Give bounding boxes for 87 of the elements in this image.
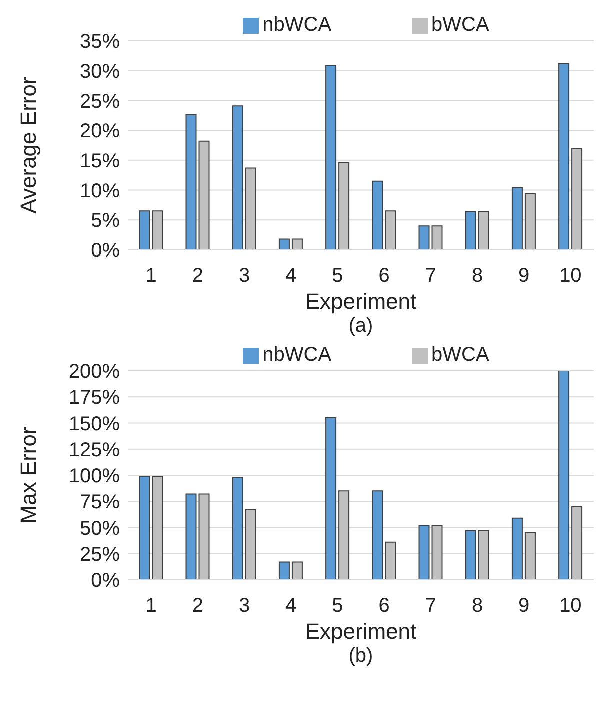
- x-tick-label: 10: [560, 595, 582, 618]
- bar: [432, 525, 443, 580]
- y-tick-label: 150%: [68, 413, 120, 436]
- y-axis-title: Average Error: [16, 77, 41, 214]
- y-tick-label: 0%: [91, 240, 120, 262]
- bar: [232, 477, 244, 580]
- bar: [292, 238, 303, 250]
- bar: [139, 476, 150, 580]
- y-tick-label: 200%: [68, 361, 120, 384]
- y-tick-label: 50%: [80, 518, 120, 540]
- x-axis-title: Experiment: [304, 619, 418, 644]
- bar: [524, 532, 536, 580]
- y-tick-label: 125%: [68, 439, 120, 462]
- bar: [372, 490, 384, 580]
- bar: [558, 371, 570, 580]
- bar: [478, 530, 490, 580]
- x-tick-label: 8: [472, 265, 484, 288]
- y-tick-label: 25%: [80, 544, 120, 566]
- text: (a): [348, 314, 374, 338]
- bar: [139, 210, 150, 250]
- y-tick-label: 175%: [68, 387, 120, 410]
- x-tick-label: 10: [560, 265, 582, 288]
- bar: [232, 106, 244, 250]
- x-tick-label: 4: [286, 595, 297, 618]
- x-tick-label: 7: [425, 265, 436, 288]
- x-tick-label: 8: [472, 595, 484, 618]
- bar: [198, 494, 210, 580]
- x-tick-label: 9: [518, 265, 530, 288]
- x-tick-label: 4: [286, 265, 297, 288]
- bar: [465, 211, 476, 250]
- y-tick-label: 15%: [80, 150, 120, 173]
- x-tick-label: 7: [425, 595, 436, 618]
- x-tick-label: 3: [238, 265, 250, 288]
- bar: [572, 506, 583, 580]
- bar: [418, 525, 430, 580]
- bar: [385, 210, 396, 250]
- y-tick-label: 100%: [68, 466, 120, 488]
- y-tick-label: 30%: [80, 60, 120, 83]
- bar: [338, 162, 350, 250]
- y-tick-label: 10%: [80, 180, 120, 202]
- bar: [385, 542, 396, 580]
- x-tick-label: 1: [146, 265, 157, 288]
- bar: [278, 562, 290, 580]
- bar: [418, 226, 430, 250]
- bar: [478, 211, 490, 250]
- legend-label: bWCA: [432, 14, 490, 36]
- bar: [326, 64, 337, 250]
- bar: [338, 490, 350, 580]
- bar: [278, 238, 290, 250]
- y-tick-label: 0%: [91, 570, 120, 592]
- bar: [152, 210, 164, 250]
- bar: [326, 418, 337, 580]
- x-tick-label: 1: [146, 595, 157, 618]
- bar: [245, 168, 256, 250]
- bar: [186, 494, 197, 580]
- bar: [512, 518, 523, 580]
- bar: [372, 180, 384, 250]
- bar: [524, 193, 536, 250]
- legend-label: nbWCA: [262, 14, 332, 36]
- bar: [245, 509, 256, 580]
- bar: [432, 226, 443, 250]
- x-tick-label: 6: [378, 595, 390, 618]
- bar: [292, 562, 303, 580]
- bar: [198, 140, 210, 250]
- text: (b): [348, 644, 374, 668]
- bar: [465, 530, 476, 580]
- x-tick-label: 6: [378, 265, 390, 288]
- bar: [572, 148, 583, 250]
- y-tick-label: 5%: [91, 210, 120, 232]
- x-tick-label: 5: [332, 265, 344, 288]
- legend-label: bWCA: [432, 344, 490, 366]
- bar: [558, 63, 570, 250]
- x-tick-label: 3: [238, 595, 250, 618]
- y-axis-title: Max Error: [16, 427, 41, 524]
- x-tick-label: 5: [332, 595, 344, 618]
- x-tick-label: 2: [192, 595, 204, 618]
- x-tick-label: 2: [192, 265, 204, 288]
- bar: [512, 187, 523, 250]
- bar: [186, 114, 197, 250]
- x-axis-title: Experiment: [304, 289, 418, 314]
- x-tick-label: 9: [518, 595, 530, 618]
- y-tick-label: 75%: [80, 492, 120, 514]
- y-tick-label: 20%: [80, 120, 120, 143]
- bar: [152, 476, 164, 580]
- y-tick-label: 35%: [80, 31, 120, 54]
- legend-label: nbWCA: [262, 344, 332, 366]
- y-tick-label: 25%: [80, 90, 120, 113]
